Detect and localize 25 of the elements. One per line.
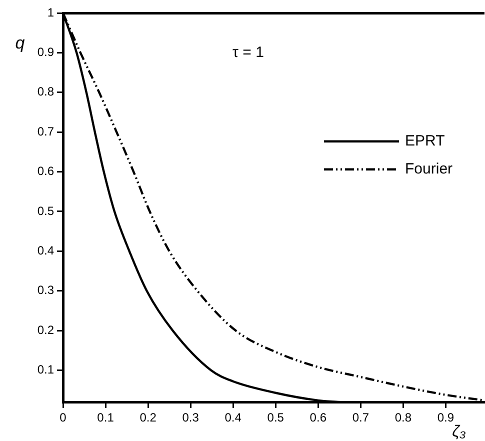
x-tick-label: 0.8 [394, 410, 412, 425]
x-tick-label: 0.7 [352, 410, 370, 425]
y-tick-label: 0.9 [37, 45, 54, 60]
x-tick-label: 0.9 [437, 410, 454, 425]
x-tick-label: 0.6 [310, 410, 327, 425]
annotation: τ = 1 [232, 44, 264, 62]
y-axis-title: q [15, 34, 26, 53]
x-tick-label: 0.3 [182, 410, 200, 425]
x-tick-label: 0.4 [224, 410, 242, 425]
y-tick-label: 0.7 [37, 124, 54, 138]
x-tick-label: 0.5 [267, 410, 284, 425]
y-tick-label: 1 [47, 5, 54, 20]
x-tick-label: 0.2 [140, 410, 157, 425]
y-tick-label: 0.4 [37, 243, 54, 258]
y-tick-label: 0.1 [37, 362, 54, 377]
y-tick-label: 0.2 [37, 322, 54, 337]
x-tick-label: 0.1 [97, 410, 114, 425]
y-tick-label: 0.6 [37, 164, 54, 178]
y-tick-label: 0.3 [37, 283, 54, 298]
y-tick-label: 0.5 [37, 204, 54, 218]
x-axis-title: ζ₃ [452, 423, 466, 440]
x-tick-label: 0 [60, 410, 67, 425]
y-tick-label: 0.8 [37, 84, 54, 99]
legend-label: EPRT [405, 132, 445, 150]
legend-label: Fourier [405, 160, 453, 178]
